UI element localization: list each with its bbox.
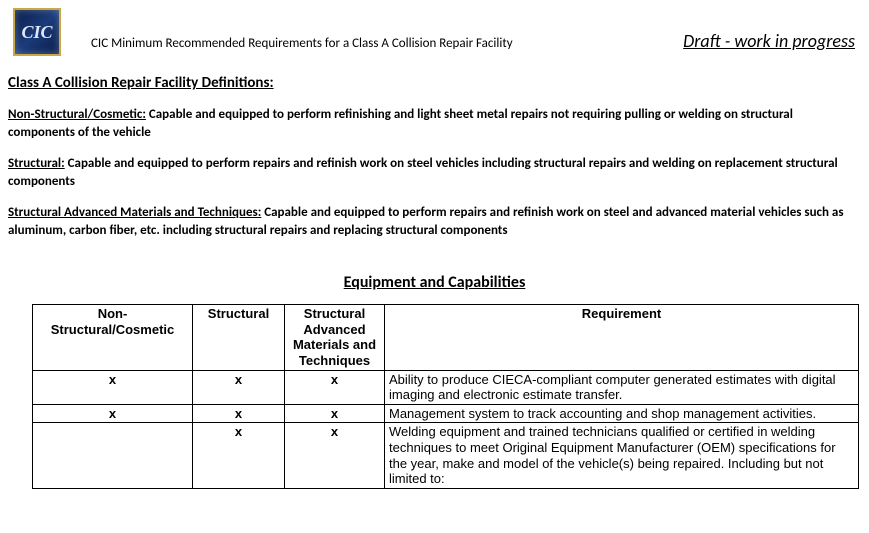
logo-text: CIC (21, 22, 52, 43)
definition-structural-advanced: Structural Advanced Materials and Techni… (8, 204, 861, 239)
cell-check (33, 423, 193, 488)
col-header-structural-advanced: Structural Advanced Materials and Techni… (285, 305, 385, 370)
cell-check: x (285, 404, 385, 423)
col-header-structural: Structural (193, 305, 285, 370)
cell-check: x (285, 423, 385, 488)
definition-label: Non-Structural/Cosmetic: (8, 107, 146, 122)
cell-check: x (193, 370, 285, 404)
cic-logo: CIC (13, 8, 61, 56)
table-title: Equipment and Capabilities (8, 273, 861, 292)
col-header-non-structural: Non-Structural/Cosmetic (33, 305, 193, 370)
table-header-row: Non-Structural/Cosmetic Structural Struc… (33, 305, 859, 370)
cell-check: x (193, 423, 285, 488)
draft-status: Draft - work in progress (683, 30, 855, 52)
cell-requirement: Welding equipment and trained technician… (385, 423, 859, 488)
cell-check: x (193, 404, 285, 423)
definition-text: Capable and equipped to perform repairs … (8, 156, 838, 189)
table-row: x x Welding equipment and trained techni… (33, 423, 859, 488)
cell-requirement: Management system to track accounting an… (385, 404, 859, 423)
cell-requirement: Ability to produce CIECA-compliant compu… (385, 370, 859, 404)
definition-label: Structural: (8, 156, 65, 171)
definition-non-structural: Non-Structural/Cosmetic: Capable and equ… (8, 106, 861, 141)
cell-check: x (33, 370, 193, 404)
section-title: Class A Collision Repair Facility Defini… (8, 74, 861, 92)
cell-check: x (33, 404, 193, 423)
cell-check: x (285, 370, 385, 404)
col-header-requirement: Requirement (385, 305, 859, 370)
table-row: x x x Management system to track account… (33, 404, 859, 423)
definition-structural: Structural: Capable and equipped to perf… (8, 155, 861, 190)
equipment-table: Non-Structural/Cosmetic Structural Struc… (32, 304, 859, 489)
table-row: x x x Ability to produce CIECA-compliant… (33, 370, 859, 404)
header-title: CIC Minimum Recommended Requirements for… (91, 36, 683, 51)
page-header: CIC CIC Minimum Recommended Requirements… (8, 8, 861, 56)
definition-label: Structural Advanced Materials and Techni… (8, 205, 261, 220)
